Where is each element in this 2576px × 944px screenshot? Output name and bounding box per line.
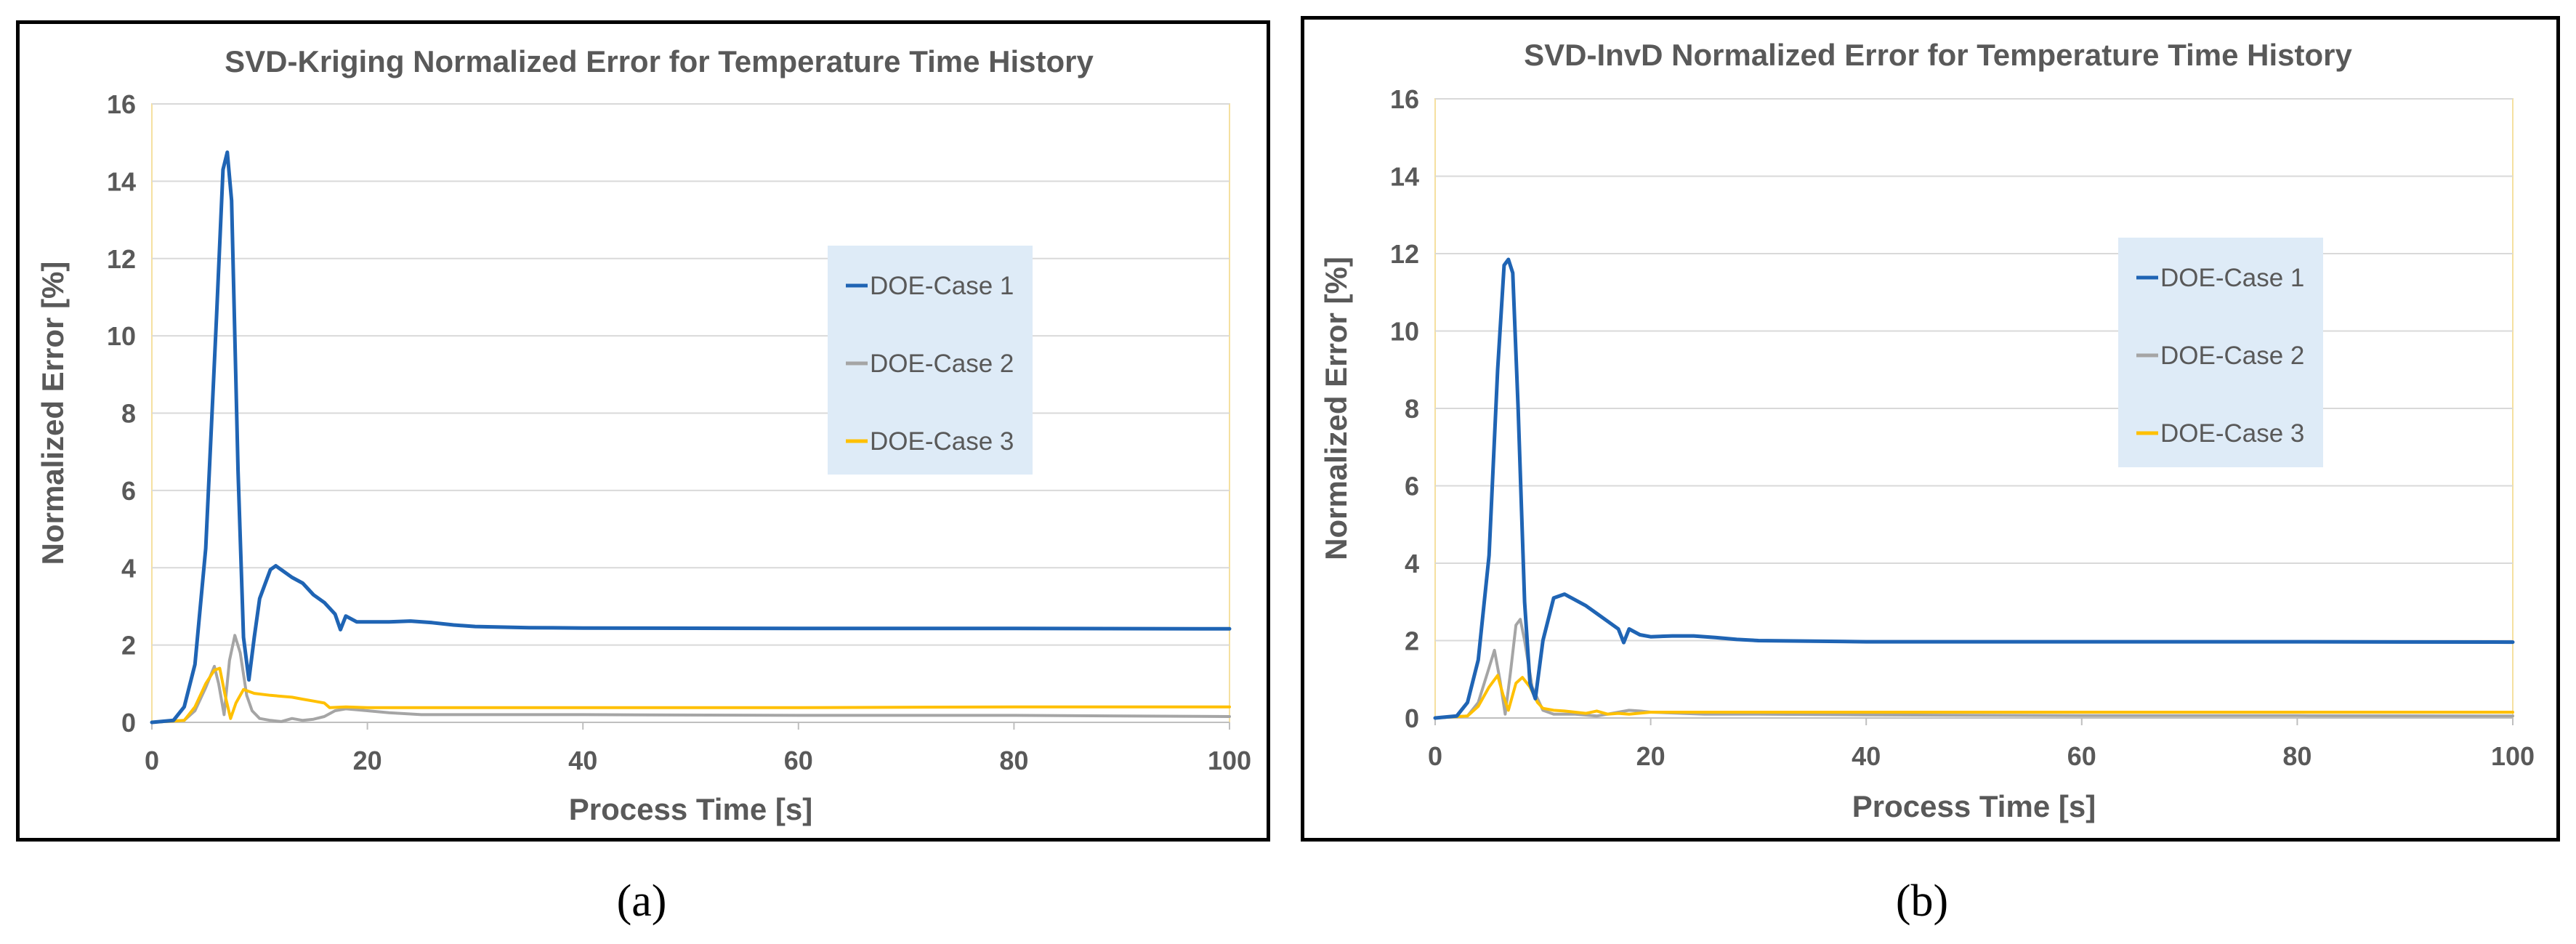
chart-a-xtick-label: 40 <box>568 746 597 775</box>
chart-b-series-line-3 <box>1434 674 2514 719</box>
chart-b-series-line-1 <box>1433 257 2515 720</box>
chart-b-ytick-label: 4 <box>1405 549 1419 578</box>
chart-a-ytick-label: 10 <box>107 321 136 351</box>
chart-b-legend-label-2: DOE-Case 2 <box>2160 342 2304 370</box>
chart-b-legend-label-1: DOE-Case 1 <box>2160 264 2304 292</box>
chart-a-y-axis-label: Normalized Error [%] <box>36 262 70 565</box>
chart-b-xtick-label: 20 <box>1636 741 1665 771</box>
chart-b-ytick-label: 8 <box>1405 394 1419 424</box>
chart-b-ytick-label: 0 <box>1405 703 1419 733</box>
chart-b-ytick-label: 2 <box>1405 626 1419 656</box>
chart-a-ytick-label: 6 <box>121 476 136 506</box>
chart-a-title: SVD-Kriging Normalized Error for Tempera… <box>225 44 1094 78</box>
chart-b-xtick-label: 0 <box>1428 741 1442 771</box>
chart-a-ytick-label: 16 <box>107 89 136 119</box>
panel-caption-a: (a) <box>616 876 667 926</box>
chart-a-ytick-label: 2 <box>121 631 136 661</box>
chart-panel-a: SVD-Kriging Normalized Error for Tempera… <box>16 20 1270 842</box>
chart-b-y-axis-label: Normalized Error [%] <box>1319 257 1353 560</box>
chart-a-ytick-label: 8 <box>121 399 136 429</box>
chart-a-svg: SVD-Kriging Normalized Error for Tempera… <box>36 44 1251 826</box>
chart-a-ytick-label: 0 <box>121 708 136 738</box>
chart-b-xtick-label: 40 <box>1852 741 1881 771</box>
chart-b-legend-label-3: DOE-Case 3 <box>2160 419 2304 448</box>
chart-a-xtick-label: 100 <box>1208 746 1251 775</box>
chart-b-title: SVD-InvD Normalized Error for Temperatur… <box>1524 38 2352 72</box>
chart-a-series-line-1 <box>150 150 1232 725</box>
chart-a-ytick-label: 4 <box>121 553 136 583</box>
chart-a-legend-label-1: DOE-Case 1 <box>870 272 1014 300</box>
chart-a-legend-label-2: DOE-Case 2 <box>870 350 1014 378</box>
chart-b-ytick-label: 6 <box>1405 472 1419 501</box>
chart-b-ytick-label: 16 <box>1390 84 1419 114</box>
chart-b-ytick-label: 10 <box>1390 317 1419 347</box>
chart-a-xtick-label: 60 <box>784 746 813 775</box>
chart-b-ytick-label: 12 <box>1390 239 1419 269</box>
chart-b-svg: SVD-InvD Normalized Error for Temperatur… <box>1319 38 2535 823</box>
chart-a-x-axis-label: Process Time [s] <box>569 792 812 826</box>
chart-b-ytick-label: 14 <box>1390 162 1419 192</box>
chart-a-ytick-label: 14 <box>107 166 136 196</box>
chart-a-legend-label-3: DOE-Case 3 <box>870 427 1014 456</box>
chart-a-xtick-label: 0 <box>145 746 159 775</box>
chart-b-series-line-2 <box>1434 618 2514 719</box>
chart-a-ytick-label: 12 <box>107 244 136 274</box>
chart-b-xtick-label: 80 <box>2282 741 2311 771</box>
chart-a-xtick-label: 80 <box>999 746 1028 775</box>
chart-a-series-line-3 <box>150 666 1231 724</box>
chart-panel-b: SVD-InvD Normalized Error for Temperatur… <box>1301 16 2560 842</box>
chart-a-series-line-2 <box>150 634 1231 724</box>
chart-b-x-axis-label: Process Time [s] <box>1852 789 2096 823</box>
chart-b-xtick-label: 100 <box>2491 741 2535 771</box>
chart-a-xtick-label: 20 <box>353 746 382 775</box>
panel-caption-b: (b) <box>1895 876 1949 926</box>
chart-b-xtick-label: 60 <box>2067 741 2096 771</box>
